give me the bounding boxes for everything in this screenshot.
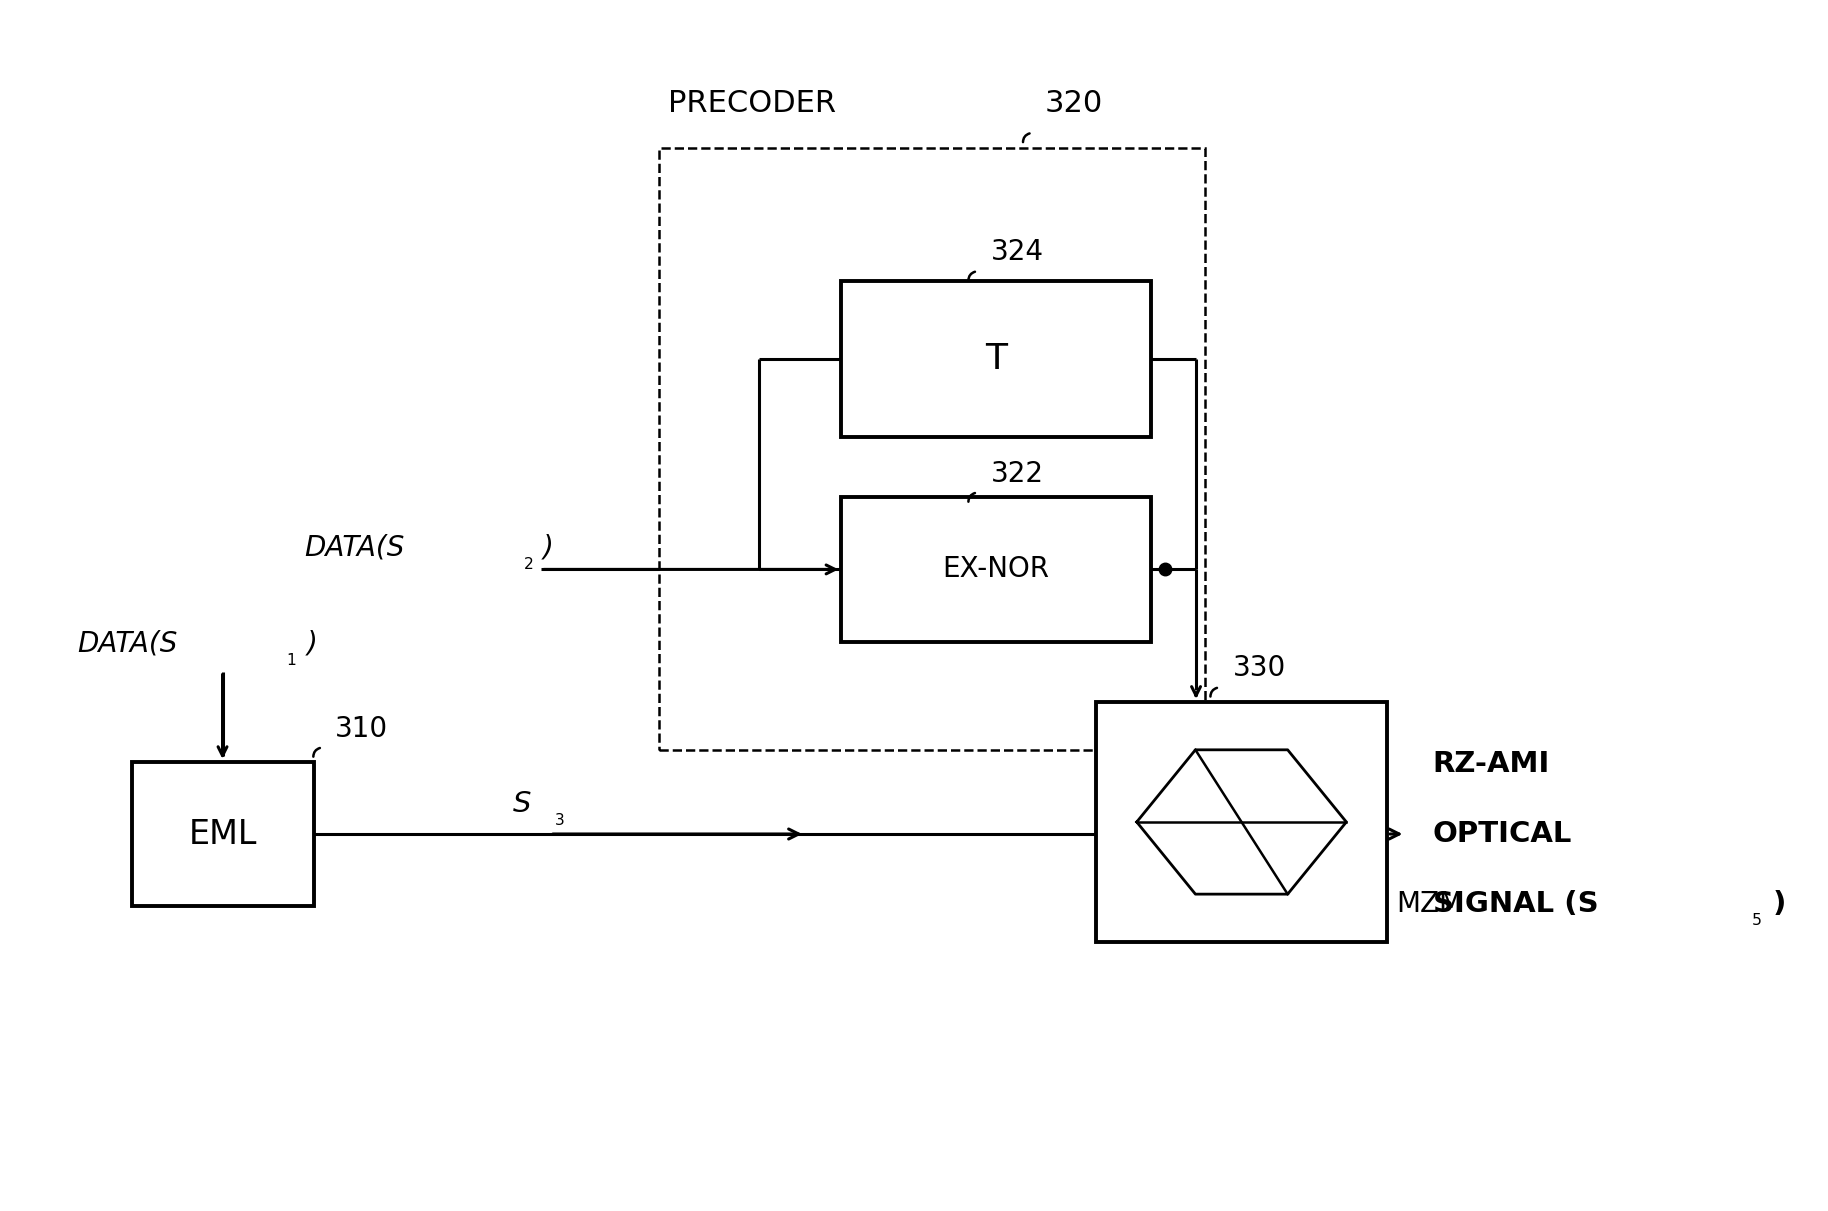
Text: 324: 324 [991, 239, 1044, 266]
Text: DATA(S: DATA(S [305, 534, 404, 562]
Text: 310: 310 [335, 714, 389, 742]
Text: ): ) [543, 534, 554, 562]
Text: T: T [985, 342, 1007, 375]
Text: EX-NOR: EX-NOR [943, 556, 1049, 584]
Text: OPTICAL: OPTICAL [1433, 820, 1572, 848]
FancyBboxPatch shape [1097, 701, 1387, 942]
Text: SIGNAL (S: SIGNAL (S [1433, 890, 1598, 918]
FancyBboxPatch shape [132, 762, 314, 906]
Text: $S$: $S$ [512, 790, 532, 817]
Text: $_5$: $_5$ [1751, 908, 1762, 928]
Text: EML: EML [188, 817, 256, 850]
Text: 320: 320 [1046, 90, 1104, 119]
Text: 330: 330 [1232, 654, 1285, 683]
Text: $_2$: $_2$ [523, 552, 534, 573]
Text: ): ) [1773, 890, 1786, 918]
Text: 322: 322 [991, 460, 1044, 488]
Text: DATA(S: DATA(S [77, 630, 177, 658]
FancyBboxPatch shape [841, 281, 1150, 437]
Text: RZ-AMI: RZ-AMI [1433, 751, 1550, 779]
Text: $_3$: $_3$ [554, 809, 565, 828]
Text: MZM: MZM [1397, 890, 1462, 918]
Text: PRECODER: PRECODER [669, 90, 837, 119]
FancyBboxPatch shape [841, 498, 1150, 642]
Text: $_1$: $_1$ [287, 648, 296, 668]
Text: ): ) [307, 630, 316, 658]
